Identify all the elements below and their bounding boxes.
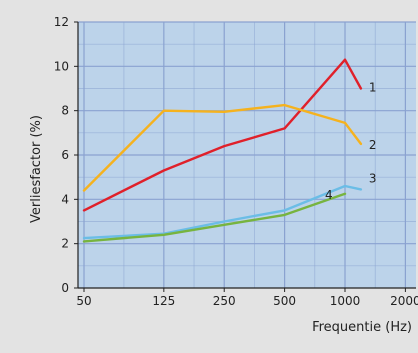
series-line-1 — [82, 58, 363, 212]
y-tick-label: 0 — [61, 281, 69, 295]
series-labels: 1 2 3 4 — [325, 81, 377, 202]
x-tick-label: 50 — [76, 294, 91, 308]
x-tick-label: 1000 — [330, 294, 361, 308]
x-tick-label: 250 — [213, 294, 236, 308]
y-tick-label: 4 — [61, 192, 69, 206]
x-tick-label: 500 — [273, 294, 296, 308]
series-line-2 — [82, 103, 363, 192]
series-label-2: 2 — [369, 138, 377, 152]
y-axis-title: Verliesfactor (%) — [29, 115, 44, 223]
gridlines — [78, 21, 416, 288]
x-tick-label: 125 — [152, 294, 175, 308]
series-line-4 — [82, 192, 347, 243]
y-tick-label: 10 — [54, 59, 69, 73]
series — [82, 58, 363, 243]
y-tick-label: 8 — [61, 104, 69, 118]
axes — [74, 21, 416, 292]
x-tick-label: 2000 — [390, 294, 418, 308]
y-tick-label: 2 — [61, 237, 69, 251]
series-label-1: 1 — [369, 81, 377, 95]
y-tick-label: 12 — [54, 15, 69, 29]
y-tick-label: 6 — [61, 148, 69, 162]
series-label-4: 4 — [325, 188, 333, 202]
series-line-3 — [82, 184, 363, 240]
series-label-3: 3 — [369, 171, 377, 185]
x-axis-title: Frequentie (Hz) — [312, 320, 412, 335]
